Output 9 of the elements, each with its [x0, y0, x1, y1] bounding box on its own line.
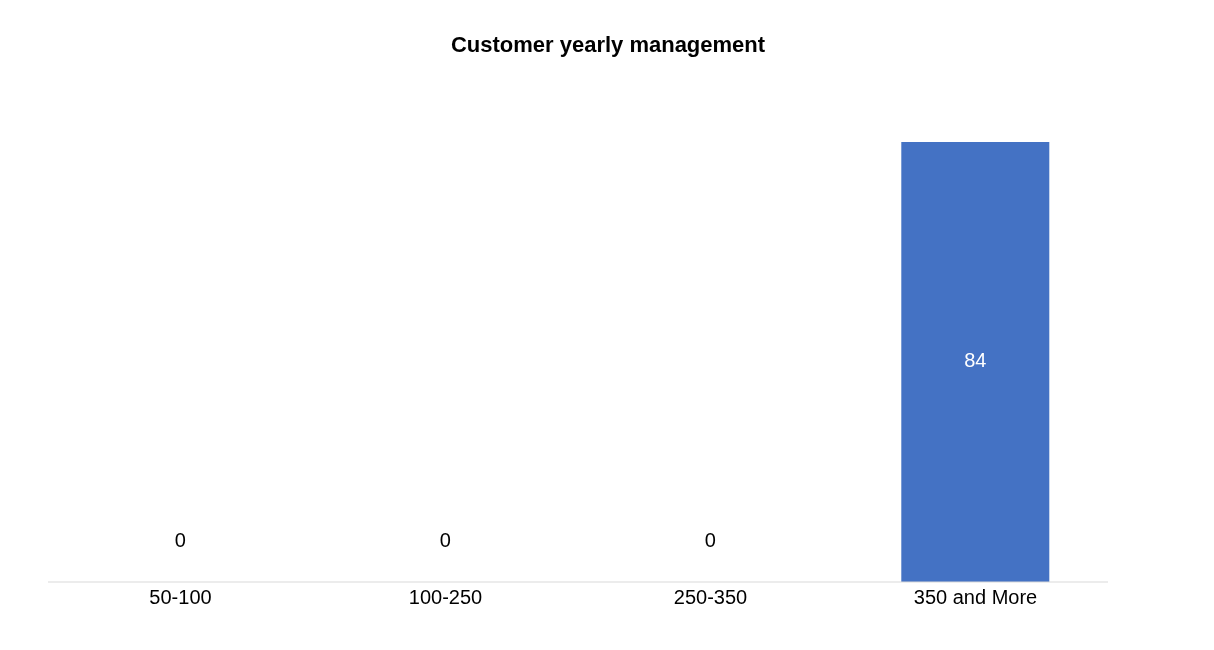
x-tick-label: 100-250 [408, 586, 483, 609]
x-tick-label: 250-350 [673, 586, 748, 609]
x-tick-label: 350 and More [913, 586, 1038, 609]
data-label: 0 [704, 529, 716, 552]
data-label: 0 [174, 529, 186, 552]
data-label: 84 [964, 349, 987, 372]
chart-title: Customer yearly management [449, 31, 767, 59]
data-label: 0 [439, 529, 451, 552]
x-tick-label: 50-100 [149, 586, 212, 609]
